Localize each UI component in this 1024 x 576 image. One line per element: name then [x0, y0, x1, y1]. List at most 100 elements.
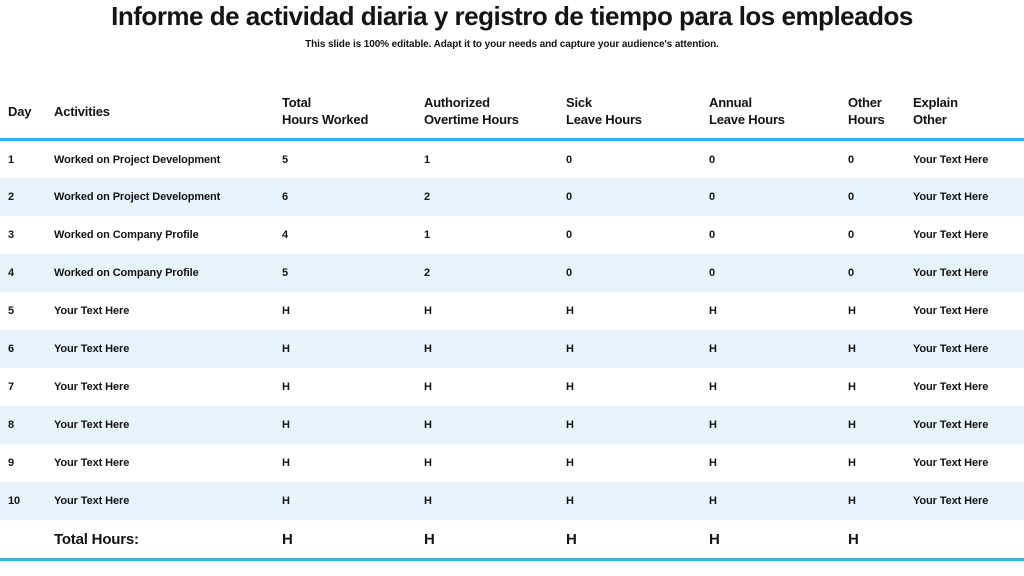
cell-sick-leave-hours: H	[566, 418, 574, 431]
cell-day: 2	[8, 190, 15, 203]
cell-activities: Worked on Company Profile	[54, 266, 199, 279]
cell-day: 9	[8, 456, 15, 469]
cell-other-hours: H	[848, 342, 856, 355]
col-header-label: Hours	[848, 112, 885, 128]
cell-annual-leave-hours: H	[709, 494, 717, 507]
total-row-explain-other	[913, 520, 1024, 560]
col-header-day: Day	[0, 85, 54, 142]
cell-other-hours: H	[848, 418, 856, 431]
cell-sick-leave-hours: H	[566, 456, 574, 469]
cell-annual-leave-hours: 0	[709, 153, 716, 166]
cell-activities: Your Text Here	[54, 304, 130, 317]
col-header-annual-leave-hours: Annual Leave Hours	[709, 85, 848, 142]
total-row-total-hours: H	[282, 530, 293, 548]
cell-other-hours: H	[848, 494, 856, 507]
cell-activities: Worked on Company Profile	[54, 228, 199, 241]
col-header-label: Activities	[54, 103, 110, 119]
cell-annual-leave-hours: 0	[709, 190, 716, 203]
table-row: 6 Your Text Here H H H H H Your Text Her…	[0, 329, 1024, 368]
cell-authorized-overtime-hours: 2	[424, 190, 431, 203]
cell-annual-leave-hours: H	[709, 418, 717, 431]
cell-authorized-overtime-hours: 1	[424, 228, 431, 241]
cell-explain-other: Your Text Here	[913, 456, 989, 469]
cell-sick-leave-hours: 0	[566, 190, 573, 203]
total-row-overtime-hours: H	[424, 530, 435, 548]
col-header-authorized-overtime-hours: Authorized Overtime Hours	[424, 85, 566, 142]
col-header-label: Sick	[566, 95, 592, 111]
cell-sick-leave-hours: H	[566, 342, 574, 355]
cell-other-hours: H	[848, 456, 856, 469]
col-header-sick-leave-hours: Sick Leave Hours	[566, 85, 709, 142]
total-row-sick-leave-hours: H	[566, 530, 577, 548]
cell-sick-leave-hours: H	[566, 494, 574, 507]
cell-authorized-overtime-hours: H	[424, 304, 432, 317]
table-row: 5 Your Text Here H H H H H Your Text Her…	[0, 292, 1024, 330]
cell-annual-leave-hours: H	[709, 456, 717, 469]
table-row: 3 Worked on Company Profile 4 1 0 0 0 Yo…	[0, 216, 1024, 254]
cell-authorized-overtime-hours: 2	[424, 266, 431, 279]
cell-total-hours-worked: 5	[282, 153, 289, 166]
cell-explain-other: Your Text Here	[913, 304, 989, 317]
col-header-label: Day	[8, 103, 32, 119]
table-row: 8 Your Text Here H H H H H Your Text Her…	[0, 405, 1024, 444]
cell-activities: Your Text Here	[54, 342, 130, 355]
col-header-label: Total	[282, 95, 312, 111]
cell-activities: Worked on Project Development	[54, 153, 221, 166]
cell-activities: Your Text Here	[54, 456, 130, 469]
cell-authorized-overtime-hours: H	[424, 418, 432, 431]
cell-other-hours: 0	[848, 266, 855, 279]
cell-explain-other: Your Text Here	[913, 153, 989, 166]
cell-authorized-overtime-hours: H	[424, 342, 432, 355]
cell-total-hours-worked: 6	[282, 190, 289, 203]
cell-other-hours: 0	[848, 190, 855, 203]
cell-sick-leave-hours: 0	[566, 228, 573, 241]
total-row-day-cell	[0, 520, 54, 560]
cell-annual-leave-hours: H	[709, 304, 717, 317]
cell-explain-other: Your Text Here	[913, 266, 989, 279]
cell-authorized-overtime-hours: 1	[424, 153, 431, 166]
cell-other-hours: 0	[848, 228, 855, 241]
table-header-row: Day Activities Total Hours Worked Author…	[0, 85, 1024, 142]
cell-authorized-overtime-hours: H	[424, 456, 432, 469]
cell-total-hours-worked: H	[282, 494, 290, 507]
cell-total-hours-worked: 5	[282, 266, 289, 279]
cell-explain-other: Your Text Here	[913, 418, 989, 431]
total-row-other-hours: H	[848, 530, 859, 548]
col-header-label: Leave Hours	[566, 112, 642, 128]
col-header-label: Other	[848, 95, 882, 111]
total-row: Total Hours: H H H H H	[0, 520, 1024, 560]
cell-total-hours-worked: H	[282, 380, 290, 393]
cell-sick-leave-hours: 0	[566, 153, 573, 166]
cell-explain-other: Your Text Here	[913, 342, 989, 355]
table-row: 7 Your Text Here H H H H H Your Text Her…	[0, 368, 1024, 406]
total-row-annual-leave-hours: H	[709, 530, 720, 548]
col-header-label: Explain	[913, 95, 958, 111]
cell-day: 7	[8, 380, 15, 393]
cell-authorized-overtime-hours: H	[424, 494, 432, 507]
cell-sick-leave-hours: H	[566, 304, 574, 317]
cell-annual-leave-hours: H	[709, 342, 717, 355]
cell-annual-leave-hours: H	[709, 380, 717, 393]
activity-table: Day Activities Total Hours Worked Author…	[0, 85, 1024, 562]
table-row: 9 Your Text Here H H H H H Your Text Her…	[0, 444, 1024, 482]
col-header-label: Other	[913, 112, 947, 128]
cell-total-hours-worked: H	[282, 456, 290, 469]
cell-annual-leave-hours: 0	[709, 266, 716, 279]
cell-total-hours-worked: H	[282, 418, 290, 431]
cell-explain-other: Your Text Here	[913, 380, 989, 393]
table-body: 1 Worked on Project Development 5 1 0 0 …	[0, 140, 1024, 520]
table-row: 10 Your Text Here H H H H H Your Text He…	[0, 481, 1024, 520]
total-row-label: Total Hours:	[54, 530, 139, 548]
page-title: Informe de actividad diaria y registro d…	[111, 1, 913, 31]
col-header-explain-other: Explain Other	[913, 85, 1024, 142]
cell-activities: Your Text Here	[54, 418, 130, 431]
col-header-label: Overtime Hours	[424, 112, 519, 128]
cell-explain-other: Your Text Here	[913, 228, 989, 241]
cell-day: 6	[8, 342, 15, 355]
cell-activities: Worked on Project Development	[54, 190, 221, 203]
cell-day: 3	[8, 228, 15, 241]
cell-sick-leave-hours: 0	[566, 266, 573, 279]
cell-activities: Your Text Here	[54, 380, 130, 393]
col-header-label: Hours Worked	[282, 112, 369, 128]
cell-explain-other: Your Text Here	[913, 190, 989, 203]
